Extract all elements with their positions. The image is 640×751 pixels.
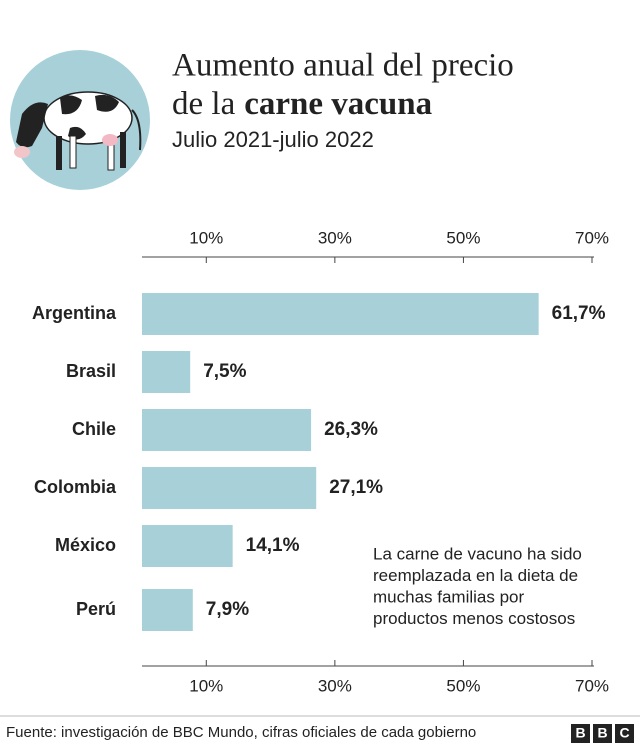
- bar: [142, 525, 233, 567]
- category-label: México: [55, 535, 116, 555]
- source: Fuente: investigación de BBC Mundo, cifr…: [6, 724, 476, 741]
- title-bold: carne vacuna: [244, 86, 432, 122]
- value-label: 14,1%: [246, 535, 300, 556]
- x-tick-label: 10%: [189, 228, 223, 247]
- x-tick-label: 50%: [446, 228, 480, 247]
- annotation: La carne de vacuno ha sido: [373, 544, 582, 563]
- value-label: 61,7%: [552, 303, 606, 324]
- x-tick-label: 70%: [575, 676, 609, 695]
- annotation: muchas familias por: [373, 587, 525, 606]
- value-label: 7,5%: [203, 361, 246, 382]
- cow-icon: [10, 50, 150, 190]
- bar: [142, 293, 539, 335]
- value-label: 7,9%: [206, 599, 249, 620]
- logo-box: [571, 724, 590, 743]
- value-label: 26,3%: [324, 419, 378, 440]
- logo-letter: C: [619, 725, 629, 741]
- x-tick-label: 10%: [189, 676, 223, 695]
- logo-letter: B: [575, 725, 585, 741]
- logo-box: [593, 724, 612, 743]
- logo-letter: B: [597, 725, 607, 741]
- category-label: Chile: [72, 419, 116, 439]
- bar: [142, 467, 317, 509]
- annotation: productos menos costosos: [373, 609, 575, 628]
- chart-title: de la carne vacuna: [172, 86, 432, 122]
- subtitle: Julio 2021-julio 2022: [172, 127, 374, 152]
- category-label: Argentina: [32, 303, 117, 323]
- annotation: reemplazada en la dieta de: [373, 566, 578, 585]
- x-tick-label: 30%: [318, 228, 352, 247]
- title-part: de la: [172, 86, 236, 122]
- bar: [142, 409, 312, 451]
- x-tick-label: 70%: [575, 228, 609, 247]
- category-label: Colombia: [34, 477, 117, 497]
- category-label: Perú: [76, 599, 116, 619]
- bar: [142, 351, 191, 393]
- x-tick-label: 30%: [318, 676, 352, 695]
- value-label: 27,1%: [329, 477, 383, 498]
- x-tick-label: 50%: [446, 676, 480, 695]
- chart-title: Aumento anual del precio: [172, 48, 514, 84]
- bar: [142, 589, 193, 631]
- logo-box: [615, 724, 634, 743]
- category-label: Brasil: [66, 361, 116, 381]
